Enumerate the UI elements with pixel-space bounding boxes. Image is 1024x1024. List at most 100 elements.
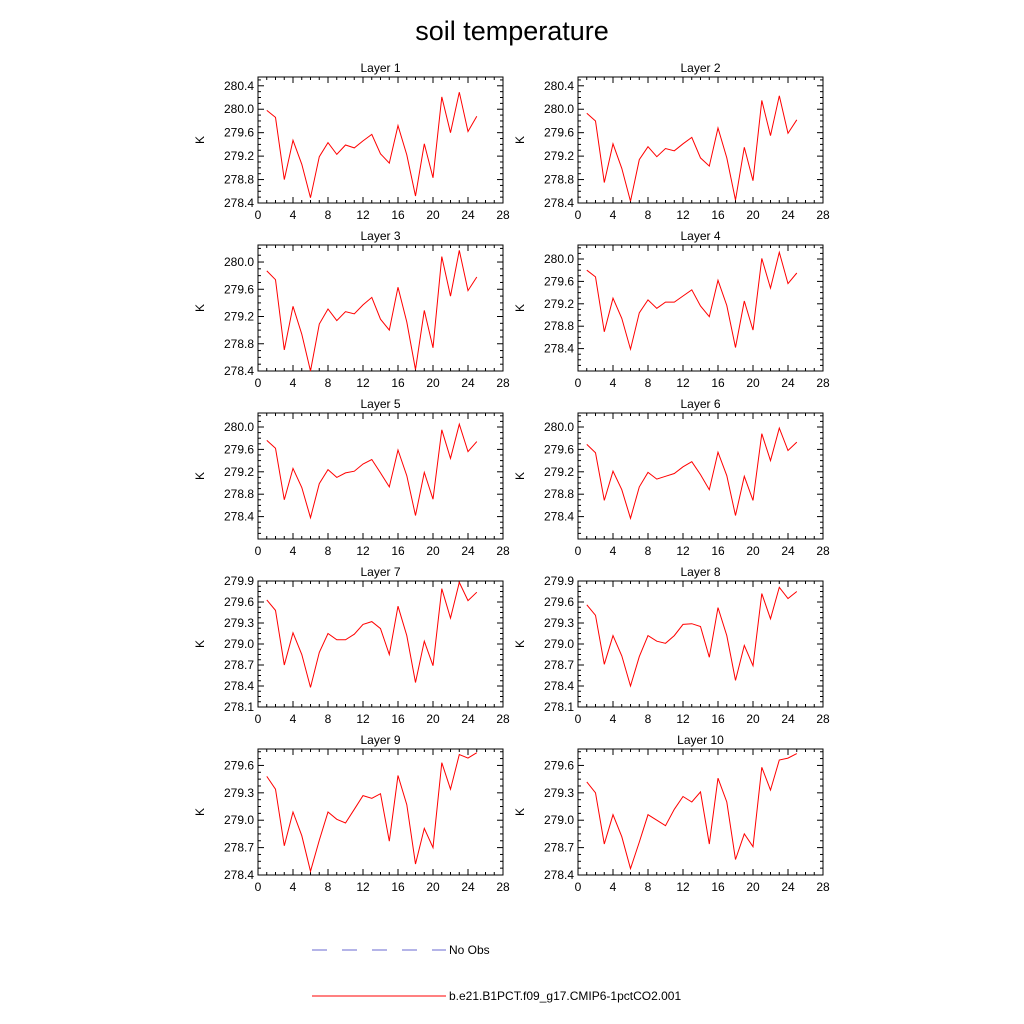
x-tick-label: 4 [610, 712, 617, 726]
x-tick-label: 0 [575, 208, 582, 222]
x-tick-label: 16 [711, 712, 725, 726]
x-tick-label: 12 [356, 880, 370, 894]
x-tick-label: 12 [676, 208, 690, 222]
y-tick-label: 280.4 [224, 79, 254, 93]
y-tick-label: 279.2 [224, 310, 254, 324]
x-tick-label: 20 [746, 712, 760, 726]
y-tick-label: 278.8 [224, 173, 254, 187]
x-tick-label: 4 [610, 376, 617, 390]
x-tick-label: 0 [575, 712, 582, 726]
y-tick-label: 278.4 [544, 196, 574, 210]
panel-title: Layer 10 [677, 733, 724, 747]
x-tick-label: 4 [610, 880, 617, 894]
x-tick-label: 20 [746, 880, 760, 894]
y-tick-label: 278.4 [544, 342, 574, 356]
y-tick-label: 278.1 [544, 700, 574, 714]
plot-frame [577, 244, 824, 372]
x-tick-label: 28 [496, 544, 510, 558]
y-tick-label: 279.3 [224, 616, 254, 630]
y-tick-label: 280.0 [544, 420, 574, 434]
y-axis-label: K [513, 472, 527, 480]
panel-layer-8: Layer 8 K 0 4 8 12 16 20 24 28 278.1 278.4 278.7 279.… [513, 565, 830, 726]
panel-title: Layer 4 [680, 229, 720, 243]
series-line [586, 426, 798, 521]
y-tick-label: 279.2 [224, 465, 254, 479]
panel-title: Layer 1 [360, 61, 400, 75]
y-tick-label: 278.7 [224, 658, 254, 672]
x-tick-label: 12 [676, 544, 690, 558]
series-line [586, 586, 798, 688]
y-tick-label: 279.2 [544, 297, 574, 311]
y-tick-label: 279.6 [544, 442, 574, 456]
y-tick-label: 278.1 [224, 700, 254, 714]
x-tick-label: 28 [496, 376, 510, 390]
x-tick-label: 8 [645, 712, 652, 726]
series-line [266, 92, 478, 198]
x-tick-label: 24 [461, 712, 475, 726]
y-tick-label: 279.6 [544, 758, 574, 772]
y-axis-label: K [513, 136, 527, 144]
y-tick-label: 279.6 [224, 595, 254, 609]
panel-layer-10: Layer 10 K 0 4 8 12 16 20 24 28 278.4 278.7 279.0 279… [513, 733, 830, 894]
y-tick-label: 279.6 [544, 595, 574, 609]
x-tick-label: 8 [325, 880, 332, 894]
y-tick-label: 279.9 [544, 574, 574, 588]
panel-layer-6: Layer 6 K 0 4 8 12 16 20 24 28 278.4 278.8 279.2 279.… [513, 397, 830, 558]
x-tick-label: 0 [575, 880, 582, 894]
panel-title: Layer 6 [680, 397, 720, 411]
x-tick-label: 28 [816, 544, 830, 558]
x-tick-label: 20 [426, 208, 440, 222]
x-tick-label: 24 [781, 208, 795, 222]
x-tick-label: 24 [781, 544, 795, 558]
x-tick-label: 8 [325, 208, 332, 222]
y-tick-label: 280.0 [544, 102, 574, 116]
x-tick-label: 0 [575, 544, 582, 558]
y-tick-label: 278.4 [544, 510, 574, 524]
x-tick-label: 20 [746, 208, 760, 222]
x-tick-label: 20 [746, 376, 760, 390]
y-tick-label: 279.6 [224, 126, 254, 140]
x-tick-label: 24 [781, 880, 795, 894]
y-tick-label: 278.4 [224, 364, 254, 378]
x-tick-label: 12 [676, 376, 690, 390]
x-tick-label: 8 [325, 712, 332, 726]
panel-layer-3: Layer 3 K 0 4 8 12 16 20 24 28 278.4 278.8 279.2 279.… [193, 229, 510, 390]
x-tick-label: 28 [496, 712, 510, 726]
x-tick-label: 28 [816, 376, 830, 390]
x-tick-label: 24 [461, 880, 475, 894]
x-tick-label: 0 [255, 544, 262, 558]
x-tick-label: 20 [426, 712, 440, 726]
y-tick-label: 279.0 [544, 637, 574, 651]
y-axis-label: K [193, 304, 207, 312]
plot-frame [257, 412, 504, 540]
panel-title: Layer 8 [680, 565, 720, 579]
series-line [266, 580, 478, 688]
x-tick-label: 16 [711, 208, 725, 222]
x-tick-label: 4 [290, 208, 297, 222]
x-tick-label: 0 [575, 376, 582, 390]
y-tick-label: 278.8 [544, 319, 574, 333]
x-tick-label: 12 [676, 880, 690, 894]
x-tick-label: 28 [496, 880, 510, 894]
y-axis-label: K [513, 808, 527, 816]
panel-layer-4: Layer 4 K 0 4 8 12 16 20 24 28 278.4 278.8 279.2 279.… [513, 229, 830, 390]
y-tick-label: 279.3 [544, 616, 574, 630]
x-tick-label: 0 [255, 712, 262, 726]
y-axis-label: K [193, 640, 207, 648]
series-line [266, 752, 478, 874]
x-tick-label: 0 [255, 208, 262, 222]
x-tick-label: 20 [426, 880, 440, 894]
y-tick-label: 278.8 [544, 173, 574, 187]
x-tick-label: 24 [781, 712, 795, 726]
y-axis-label: K [513, 304, 527, 312]
y-tick-label: 279.2 [544, 465, 574, 479]
x-tick-label: 8 [645, 376, 652, 390]
y-tick-label: 278.8 [224, 487, 254, 501]
x-tick-label: 20 [426, 376, 440, 390]
x-tick-label: 8 [325, 376, 332, 390]
x-tick-label: 24 [461, 376, 475, 390]
y-tick-label: 278.8 [544, 487, 574, 501]
y-tick-label: 278.7 [544, 841, 574, 855]
x-tick-label: 20 [746, 544, 760, 558]
panel-layer-7: Layer 7 K 0 4 8 12 16 20 24 28 278.1 278.4 278.7 279.… [193, 565, 510, 726]
